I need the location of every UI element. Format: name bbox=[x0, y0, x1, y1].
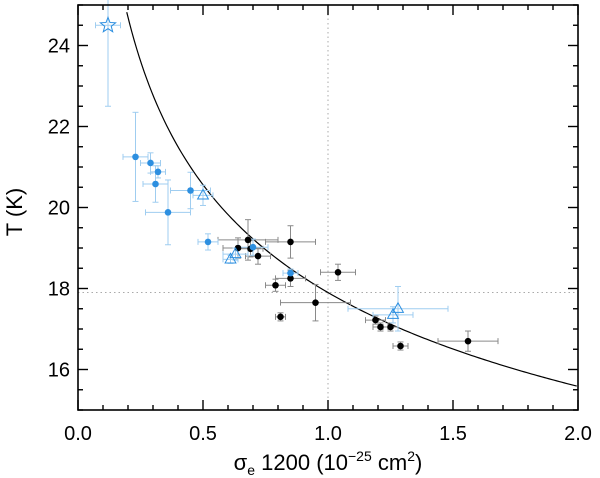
tick-labels: 0.0 0.5 1.0 1.5 2.0 16 18 20 22 24 bbox=[48, 36, 592, 446]
y-tick-label: 20 bbox=[48, 198, 70, 220]
data-point-black bbox=[254, 252, 262, 260]
data-point-black bbox=[287, 275, 294, 282]
errorbar bbox=[347, 285, 449, 332]
axis-ticks bbox=[77, 4, 579, 411]
x-tick-label: 0.5 bbox=[189, 423, 217, 445]
data-point-black bbox=[277, 313, 284, 321]
data-point-star bbox=[99, 15, 117, 33]
data-point-blue bbox=[249, 243, 257, 251]
x-tick-label: 1.0 bbox=[314, 423, 342, 445]
x-tick-label: 2.0 bbox=[564, 423, 592, 445]
y-tick-label: 16 bbox=[48, 360, 70, 382]
data-point-triangle bbox=[391, 301, 405, 313]
fit-curve-group bbox=[126, 12, 577, 387]
x-axis-unit: cm bbox=[372, 450, 407, 475]
y-tick-label: 22 bbox=[48, 117, 70, 139]
data-point-triangle bbox=[196, 188, 210, 200]
data-points bbox=[99, 15, 472, 350]
reference-lines bbox=[78, 5, 578, 410]
data-point-black bbox=[287, 238, 294, 246]
x-axis-sigma: σ bbox=[234, 450, 248, 475]
data-point-blue bbox=[152, 180, 159, 188]
data-point-blue bbox=[287, 269, 294, 277]
y-tick-label: 18 bbox=[48, 279, 70, 301]
x-tick-label: 1.5 bbox=[439, 423, 467, 445]
x-axis-close: ) bbox=[415, 450, 422, 475]
data-point-black bbox=[377, 323, 384, 331]
data-point-black bbox=[244, 236, 252, 244]
x-axis-title: σe 1200 (10−25 cm2) bbox=[234, 448, 423, 478]
x-axis-text: 1200 (10 bbox=[255, 450, 348, 475]
data-point-black bbox=[312, 299, 319, 306]
x-axis-subscript: e bbox=[247, 462, 255, 478]
data-point-black bbox=[334, 269, 342, 276]
fit-curve bbox=[126, 12, 577, 387]
data-point-black bbox=[372, 316, 379, 324]
data-point-triangle bbox=[386, 307, 400, 319]
data-point-blue bbox=[164, 209, 172, 216]
data-point-blue bbox=[187, 187, 194, 194]
data-point-blue bbox=[154, 168, 162, 176]
data-point-black bbox=[464, 337, 472, 345]
x-tick-label: 0.0 bbox=[64, 423, 92, 445]
errorbars bbox=[95, 0, 499, 352]
data-point-blue bbox=[147, 159, 154, 167]
data-point-blue bbox=[132, 153, 139, 161]
data-point-black bbox=[397, 342, 404, 350]
data-point-black bbox=[387, 323, 394, 331]
y-axis-title: T (K) bbox=[2, 188, 27, 236]
data-point-triangle bbox=[229, 247, 242, 259]
errorbar bbox=[95, 0, 121, 107]
x-axis-exponent: −25 bbox=[348, 448, 372, 464]
x-axis-unit-exponent: 2 bbox=[407, 448, 415, 464]
data-point-blue bbox=[204, 238, 212, 246]
data-point-black bbox=[272, 281, 279, 289]
y-tick-label: 24 bbox=[48, 36, 70, 58]
